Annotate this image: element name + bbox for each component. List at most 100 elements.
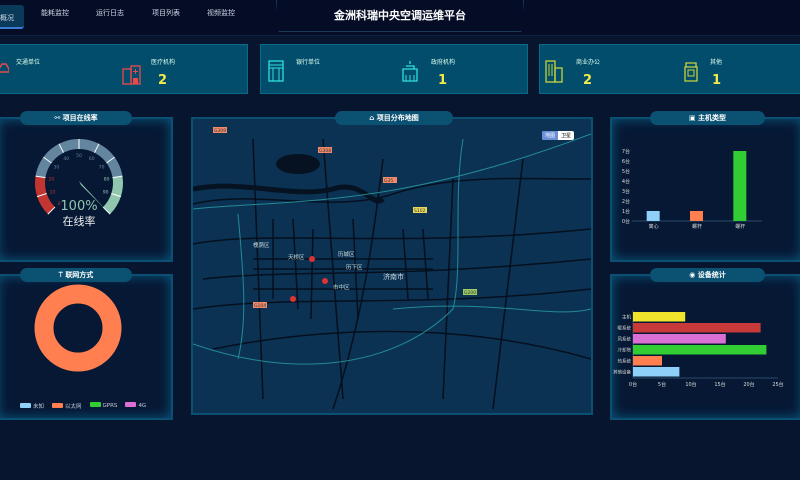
bar bbox=[646, 211, 660, 221]
y-tick-label: 风系统 bbox=[618, 336, 632, 343]
gauge-band-high bbox=[103, 176, 124, 215]
legend-label: 以太网 bbox=[65, 404, 82, 410]
y-tick-label: 其他设备 bbox=[613, 369, 631, 376]
district-label: 天桥区 bbox=[288, 253, 305, 261]
donut-slice-ethernet bbox=[34, 284, 122, 372]
card-label: 银行单位 bbox=[296, 59, 321, 66]
y-tick-label: 2台 bbox=[622, 198, 630, 205]
legend-label: GPRS bbox=[102, 403, 118, 409]
x-tick-label: 5台 bbox=[658, 381, 666, 388]
y-tick-label: 1台 bbox=[622, 208, 630, 215]
road-label: G104 bbox=[254, 303, 266, 309]
nav-video[interactable]: 视频监控 bbox=[207, 9, 235, 17]
online-gauge: 010 20 30 40 50 60 70 80 90 100%在线率 bbox=[35, 139, 124, 228]
y-tick-label: 7台 bbox=[622, 148, 630, 155]
x-tick-label: 10台 bbox=[685, 381, 696, 388]
bar bbox=[633, 356, 662, 366]
gauge-tick-label: 40 bbox=[63, 156, 69, 162]
gauge-tick-label: 10 bbox=[50, 190, 56, 196]
bar bbox=[733, 151, 747, 221]
online-rate-panel: ⚯ 项目在线率 0 10 20 30 40 50 60 70 80 90 100% 在线率 bbox=[0, 111, 173, 262]
government-icon bbox=[402, 61, 418, 82]
nav-logs[interactable]: 运行日志 bbox=[96, 9, 124, 17]
gauge-tick bbox=[93, 143, 100, 153]
host-type-panel: ▣ 主机类型 0台 1台 2台 3台 4台 5台 6台 7台 离心 螺杆 螺杆 bbox=[610, 111, 800, 262]
legend-label: 未知 bbox=[33, 404, 45, 410]
legend-item[interactable]: 以太网 bbox=[52, 402, 82, 410]
district-label: 历下区 bbox=[346, 264, 363, 271]
x-tick-label: 25台 bbox=[772, 381, 783, 388]
project-marker[interactable] bbox=[322, 278, 328, 284]
nav-energy[interactable]: 能耗监控 bbox=[41, 9, 69, 17]
card-label: 政府机构 bbox=[431, 59, 456, 66]
device-stats-panel: ◉ 设备统计 0台 5台 10台 15台 20台 25台 主机 暖系统 风系统 冷却塔 热系统 其他设… bbox=[610, 268, 800, 420]
legend-item[interactable]: 未知 bbox=[20, 402, 44, 410]
legend-item[interactable]: GPRS bbox=[89, 402, 118, 410]
legend-swatch bbox=[89, 402, 101, 407]
gauge-tick-label: 50 bbox=[76, 153, 82, 159]
gauge-tick-label: 30 bbox=[53, 165, 59, 171]
gauge-tick bbox=[36, 193, 47, 198]
network-donut bbox=[34, 284, 122, 372]
district-label: 历城区 bbox=[338, 251, 355, 258]
district-label: 市中区 bbox=[333, 283, 350, 291]
office-icon bbox=[545, 60, 563, 83]
card-value: 1 bbox=[438, 73, 448, 88]
map-type-toggle[interactable]: 地图 卫星 bbox=[541, 131, 574, 140]
project-marker[interactable] bbox=[290, 296, 296, 302]
card-label: 其他 bbox=[710, 59, 723, 66]
x-tick-label: 螺杆 bbox=[692, 223, 702, 230]
road-shield bbox=[213, 127, 227, 133]
road-shield bbox=[318, 147, 332, 153]
card-group-2: 银行单位 政府机构 1 bbox=[260, 44, 528, 94]
gauge-tick bbox=[111, 193, 122, 198]
nav-projects[interactable]: 项目列表 bbox=[152, 9, 180, 17]
map-panel: ⌂ 项目分布地图 槐荫区 天桥区 历城区 历下区 市中区 济南市 G309 G308 G35 G2… bbox=[191, 111, 593, 415]
gauge-tick-label: 60 bbox=[89, 156, 95, 162]
page-title: 金洲科瑞中央空调运维平台 bbox=[334, 9, 466, 22]
gauge-tick bbox=[112, 175, 123, 179]
x-tick-label: 15台 bbox=[714, 381, 725, 388]
gauge-tick bbox=[106, 156, 115, 164]
road-label: G35 bbox=[384, 178, 393, 184]
card-value: 2 bbox=[158, 73, 168, 88]
panel-title: ⌂ 项目分布地图 bbox=[335, 111, 453, 125]
road-label: G308 bbox=[319, 148, 331, 154]
gauge-tick bbox=[47, 206, 56, 215]
map-toggle-satellite[interactable]: 卫星 bbox=[560, 133, 571, 139]
bar bbox=[690, 211, 703, 221]
card-label: 交通单位 bbox=[16, 59, 41, 66]
y-tick-label: 3台 bbox=[622, 188, 630, 195]
project-marker[interactable] bbox=[309, 256, 315, 262]
map-pin-icon: ⌂ bbox=[369, 114, 377, 122]
other-building-icon bbox=[684, 62, 698, 82]
panel-title: ◉ 设备统计 bbox=[650, 268, 765, 282]
bar bbox=[633, 334, 726, 344]
panel-title: ▣ 主机类型 bbox=[650, 111, 765, 125]
gauge-tick-label: 90 bbox=[103, 190, 109, 196]
gauge-tick-label: 70 bbox=[99, 165, 105, 171]
legend-swatch bbox=[20, 403, 31, 408]
title-frame: 金洲科瑞中央空调运维平台 bbox=[276, 0, 524, 32]
legend-swatch bbox=[52, 403, 64, 408]
district-label: 槐荫区 bbox=[253, 241, 270, 249]
car-icon bbox=[0, 63, 9, 73]
gauge-band-mid bbox=[35, 139, 123, 178]
y-tick-label: 4台 bbox=[622, 178, 630, 185]
card-group-3: 商业办公 2 其他 1 bbox=[539, 44, 800, 94]
legend-label: 4G bbox=[138, 403, 147, 409]
nav-overview[interactable]: 概况 bbox=[0, 5, 24, 29]
road-label: G309 bbox=[214, 128, 226, 134]
hospital-icon bbox=[122, 65, 141, 85]
gauge-value: 100% bbox=[60, 199, 97, 214]
legend-item[interactable]: 4G bbox=[125, 402, 146, 410]
panel-title: ⍡ 联网方式 bbox=[20, 268, 132, 282]
y-tick-label: 主机 bbox=[622, 314, 631, 321]
y-tick-label: 冷却塔 bbox=[618, 347, 632, 354]
bar bbox=[633, 345, 767, 355]
map-toggle-map[interactable]: 地图 bbox=[541, 131, 558, 140]
gauge-tick bbox=[43, 156, 52, 164]
bar bbox=[633, 323, 761, 333]
card-group-1: 交通单位 医疗机构 2 bbox=[0, 44, 248, 94]
